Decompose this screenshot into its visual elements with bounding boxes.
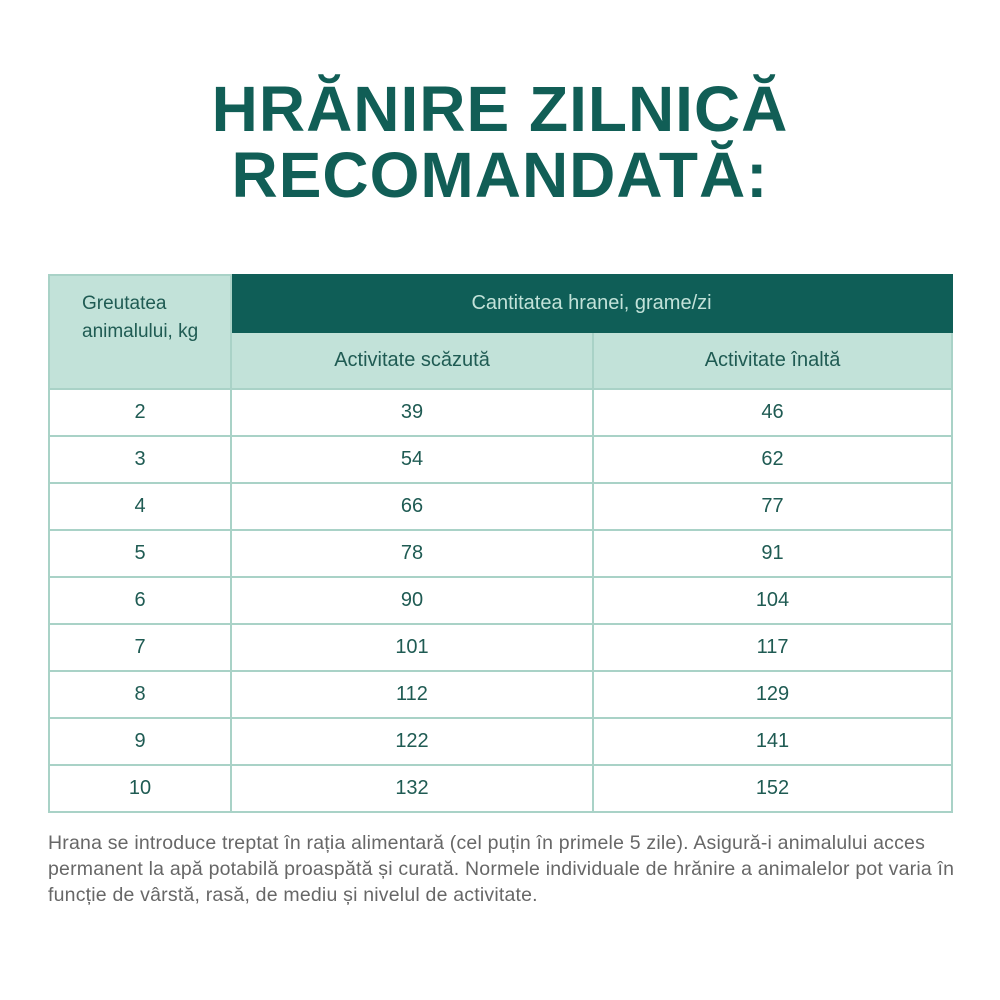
feeding-note: Hrana se introduce treptat în rația alim… xyxy=(48,832,955,906)
table-row: 8 112 129 xyxy=(48,670,954,719)
table-row: 5 78 91 xyxy=(48,529,954,578)
cell-weight: 6 xyxy=(48,576,232,625)
table-row: 4 66 77 xyxy=(48,482,954,531)
cell-low: 122 xyxy=(230,717,594,766)
table-row: 6 90 104 xyxy=(48,576,954,625)
cell-weight: 7 xyxy=(48,623,232,672)
page-title: HRĂNIRE ZILNICĂ RECOMANDATĂ: xyxy=(0,76,1000,208)
cell-low: 66 xyxy=(230,482,594,531)
cell-high: 62 xyxy=(591,435,954,484)
table-row: 9 122 141 xyxy=(48,717,954,766)
title-line-2: RECOMANDATĂ: xyxy=(231,139,769,211)
table-row: 7 101 117 xyxy=(48,623,954,672)
cell-low: 54 xyxy=(230,435,594,484)
cell-high: 77 xyxy=(591,482,954,531)
cell-high: 91 xyxy=(591,529,954,578)
cell-low: 39 xyxy=(230,388,594,437)
table-row: 10 132 152 xyxy=(48,764,954,813)
cell-high: 104 xyxy=(591,576,954,625)
cell-weight: 2 xyxy=(48,388,232,437)
weight-header: Greutatea animalului, kg xyxy=(48,274,232,390)
high-activity-header: Activitate înaltă xyxy=(591,331,954,390)
cell-high: 129 xyxy=(591,670,954,719)
cell-high: 117 xyxy=(591,623,954,672)
cell-weight: 4 xyxy=(48,482,232,531)
cell-low: 112 xyxy=(230,670,594,719)
low-activity-header: Activitate scăzută xyxy=(230,331,594,390)
cell-low: 78 xyxy=(230,529,594,578)
cell-low: 101 xyxy=(230,623,594,672)
quantity-header: Cantitatea hranei, grame/zi xyxy=(229,274,954,333)
cell-weight: 9 xyxy=(48,717,232,766)
cell-low: 132 xyxy=(230,764,594,813)
cell-weight: 3 xyxy=(48,435,232,484)
cell-weight: 10 xyxy=(48,764,232,813)
table-row: 3 54 62 xyxy=(48,435,954,484)
cell-high: 152 xyxy=(591,764,954,813)
cell-weight: 5 xyxy=(48,529,232,578)
cell-high: 46 xyxy=(591,388,954,437)
cell-weight: 8 xyxy=(48,670,232,719)
title-line-1: HRĂNIRE ZILNICĂ xyxy=(211,73,789,145)
cell-high: 141 xyxy=(591,717,954,766)
table-row: 2 39 46 xyxy=(48,388,954,437)
feeding-table: Greutatea animalului, kg Cantitatea hran… xyxy=(48,274,954,813)
cell-low: 90 xyxy=(230,576,594,625)
